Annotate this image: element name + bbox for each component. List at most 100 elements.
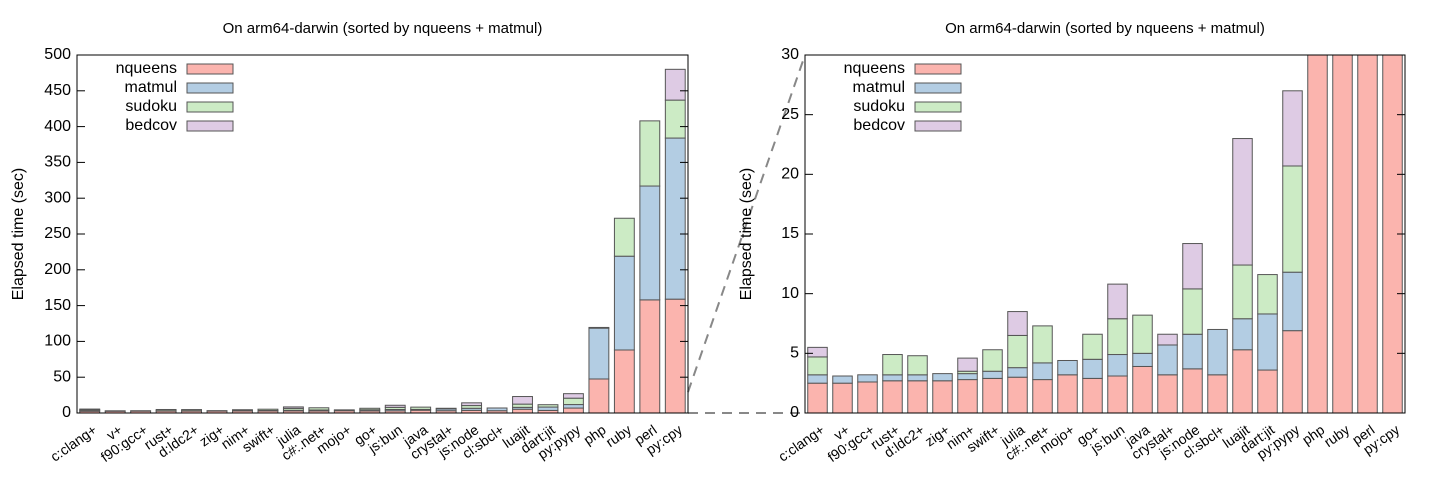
bar-segment (512, 396, 533, 405)
bar-segment (882, 374, 903, 382)
legend-label: bedcov (853, 117, 905, 134)
bar-segment (1332, 55, 1353, 413)
bar-segment (1182, 368, 1203, 413)
bar-segment (957, 379, 978, 413)
bar-segment (308, 407, 330, 411)
bar-segment (1232, 318, 1253, 351)
bar-segment (907, 374, 928, 382)
legend-swatch (914, 120, 962, 132)
bar-segment (1257, 369, 1278, 413)
x-tick-label: v+ (103, 421, 125, 443)
bar-segment (1107, 375, 1128, 413)
bar-segment (1157, 333, 1178, 346)
bar-segment (832, 375, 853, 384)
bar-segment (1207, 374, 1228, 413)
bar-segment (410, 406, 432, 410)
bar-segment (664, 68, 686, 101)
bar-segment (957, 357, 978, 372)
bar-segment (1282, 165, 1303, 273)
y-tick-label: 30 (781, 46, 799, 63)
legend-swatch (914, 82, 962, 94)
legend-label: sudoku (853, 98, 905, 115)
legend-label: nqueens (116, 60, 177, 77)
bar-segment (181, 409, 202, 412)
legend-label: nqueens (844, 60, 905, 77)
legend-swatch (186, 120, 234, 132)
bar-segment (882, 380, 903, 413)
bar-segment (807, 374, 828, 384)
bar-segment (1282, 90, 1303, 167)
x-tick-label: c:clang+ (47, 421, 99, 464)
bar-segment (907, 380, 928, 413)
bar-segment (79, 408, 101, 411)
x-tick-label: ruby (603, 421, 634, 450)
bar-segment (664, 99, 686, 139)
bar-segment (1232, 138, 1253, 266)
bar-segment (359, 407, 381, 411)
y-tick-label: 350 (44, 154, 71, 171)
y-tick-label: 250 (44, 225, 71, 242)
y-tick-label: 450 (44, 82, 71, 99)
y-axis-label: Elapsed time (sec) (10, 168, 27, 301)
bar-segment (1382, 55, 1403, 413)
bar-segment (1207, 328, 1228, 376)
legend-label: matmul (853, 79, 905, 96)
chart-title: On arm64-darwin (sorted by nqueens + mat… (945, 20, 1265, 37)
bar-segment (1007, 367, 1028, 378)
bar-segment (155, 408, 177, 412)
bar-segment (1257, 274, 1278, 315)
y-tick-label: 400 (44, 118, 71, 135)
y-tick-label: 20 (781, 166, 799, 183)
bar-segment (1182, 288, 1203, 335)
bar-segment (639, 299, 661, 413)
y-axis-label: Elapsed time (sec) (738, 168, 755, 301)
bar-segment (1232, 264, 1253, 320)
bar-segment (257, 408, 279, 411)
bar-segment (982, 349, 1003, 372)
bar-segment (1307, 55, 1328, 413)
bar-segment (1132, 365, 1153, 413)
x-tick-label: c:clang+ (775, 421, 827, 464)
x-tick-label: v+ (831, 421, 853, 443)
bar-segment (832, 382, 853, 413)
bar-segment (1157, 344, 1178, 376)
bar-segment (907, 355, 928, 376)
y-tick-label: 500 (44, 46, 71, 63)
legend-swatch (186, 63, 234, 75)
bar-segment (537, 406, 559, 411)
bar-segment (588, 378, 610, 413)
bars (79, 68, 686, 413)
bar-segment (588, 327, 610, 380)
legend-swatch (914, 101, 962, 113)
bar-segment (982, 377, 1003, 413)
bar-segment (1182, 333, 1203, 370)
bar-segment (537, 404, 559, 408)
bar-segment (613, 255, 635, 351)
bar-segment (1007, 334, 1028, 369)
bar-segment (1057, 359, 1078, 376)
bar-segment (982, 370, 1003, 379)
bar-segment (1007, 311, 1028, 336)
y-tick-label: 300 (44, 189, 71, 206)
bar-segment (1082, 333, 1103, 360)
bar-segment (1357, 55, 1378, 413)
legend-swatch (186, 101, 234, 113)
bar-segment (563, 404, 584, 409)
bar-segment (232, 409, 253, 411)
bar-segment (1107, 354, 1128, 377)
y-tick-label: 150 (44, 297, 71, 314)
legend-label: sudoku (125, 98, 177, 115)
bar-segment (384, 404, 406, 408)
bar-segment (932, 380, 953, 413)
bar-segment (639, 120, 661, 187)
bar-segment (1107, 318, 1128, 356)
bar-segment (486, 407, 508, 412)
bar-segment (461, 402, 483, 407)
zoom-line (687, 54, 806, 393)
bar-segment (1032, 325, 1053, 364)
bar-segment (563, 407, 584, 413)
bar-segment (882, 354, 903, 376)
bar-segment (1107, 283, 1128, 320)
y-tick-label: 10 (781, 285, 799, 302)
